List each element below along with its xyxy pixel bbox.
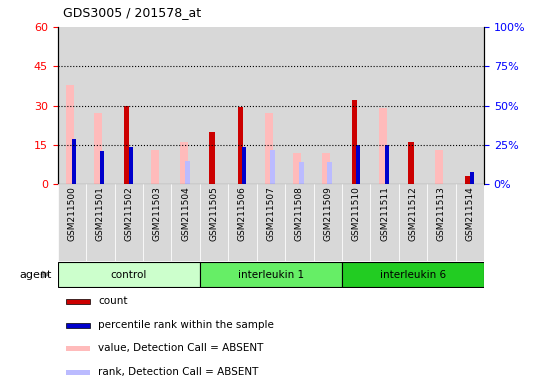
Bar	[124, 106, 129, 184]
Bar	[265, 114, 273, 184]
Bar	[322, 153, 329, 184]
Bar	[228, 184, 257, 261]
Text: rank, Detection Call = ABSENT: rank, Detection Call = ABSENT	[98, 367, 258, 377]
Text: GSM211505: GSM211505	[210, 187, 218, 242]
Text: GSM211502: GSM211502	[124, 187, 133, 242]
Bar	[314, 27, 342, 184]
Bar	[238, 107, 243, 184]
Bar	[465, 177, 470, 184]
Bar	[58, 184, 86, 261]
Bar	[95, 114, 102, 184]
Bar	[293, 153, 301, 184]
Text: GSM211509: GSM211509	[323, 187, 332, 242]
Bar	[100, 151, 104, 184]
Text: interleukin 6: interleukin 6	[380, 270, 446, 280]
Bar	[370, 27, 399, 184]
Text: GSM211513: GSM211513	[437, 187, 446, 242]
Text: GSM211511: GSM211511	[380, 187, 389, 242]
Text: GSM211506: GSM211506	[238, 187, 247, 242]
Bar	[285, 184, 314, 261]
Bar	[399, 27, 427, 184]
Bar	[66, 84, 74, 184]
Bar	[172, 27, 200, 184]
Bar	[67, 299, 90, 304]
Bar	[129, 147, 133, 184]
Bar	[143, 27, 172, 184]
Bar	[143, 184, 172, 261]
Bar	[86, 184, 114, 261]
Bar	[243, 147, 246, 184]
Bar	[257, 27, 285, 184]
Bar	[86, 27, 114, 184]
Bar	[180, 142, 188, 184]
Bar	[200, 184, 228, 261]
Bar	[67, 346, 90, 351]
Text: control: control	[111, 270, 147, 280]
Text: GSM211501: GSM211501	[96, 187, 105, 242]
Bar	[285, 27, 314, 184]
Text: value, Detection Call = ABSENT: value, Detection Call = ABSENT	[98, 343, 263, 354]
Text: GSM211512: GSM211512	[409, 187, 417, 242]
Bar	[356, 145, 360, 184]
Bar	[399, 184, 427, 261]
Bar	[67, 370, 90, 375]
Bar	[67, 323, 90, 328]
Bar	[114, 184, 143, 261]
Text: GSM211510: GSM211510	[351, 187, 361, 242]
Bar	[200, 263, 342, 286]
Bar	[378, 108, 387, 184]
Text: interleukin 1: interleukin 1	[238, 270, 304, 280]
Text: GSM211504: GSM211504	[181, 187, 190, 242]
Bar	[427, 184, 455, 261]
Text: GSM211514: GSM211514	[465, 187, 474, 242]
Bar	[299, 162, 304, 184]
Bar	[58, 263, 200, 286]
Bar	[427, 27, 455, 184]
Bar	[151, 150, 159, 184]
Bar	[342, 184, 370, 261]
Text: GSM211500: GSM211500	[68, 187, 76, 242]
Text: GSM211503: GSM211503	[153, 187, 162, 242]
Bar	[58, 27, 86, 184]
Bar	[370, 184, 399, 261]
Bar	[436, 150, 443, 184]
Bar	[314, 184, 342, 261]
Bar	[114, 27, 143, 184]
Text: percentile rank within the sample: percentile rank within the sample	[98, 320, 274, 331]
Text: GSM211508: GSM211508	[295, 187, 304, 242]
Bar	[455, 184, 484, 261]
Bar	[409, 142, 414, 184]
Bar	[270, 150, 276, 184]
Text: count: count	[98, 296, 128, 306]
Bar	[351, 100, 357, 184]
Bar	[200, 27, 228, 184]
Bar	[185, 161, 190, 184]
Bar	[327, 162, 332, 184]
Bar	[72, 139, 76, 184]
Bar	[210, 132, 215, 184]
Bar	[342, 27, 370, 184]
Text: GDS3005 / 201578_at: GDS3005 / 201578_at	[63, 6, 201, 19]
Bar	[384, 145, 388, 184]
Bar	[470, 172, 474, 184]
Bar	[455, 27, 484, 184]
Bar	[228, 27, 257, 184]
Bar	[257, 184, 285, 261]
Bar	[172, 184, 200, 261]
Text: GSM211507: GSM211507	[266, 187, 276, 242]
Text: agent: agent	[20, 270, 52, 280]
Bar	[342, 263, 484, 286]
